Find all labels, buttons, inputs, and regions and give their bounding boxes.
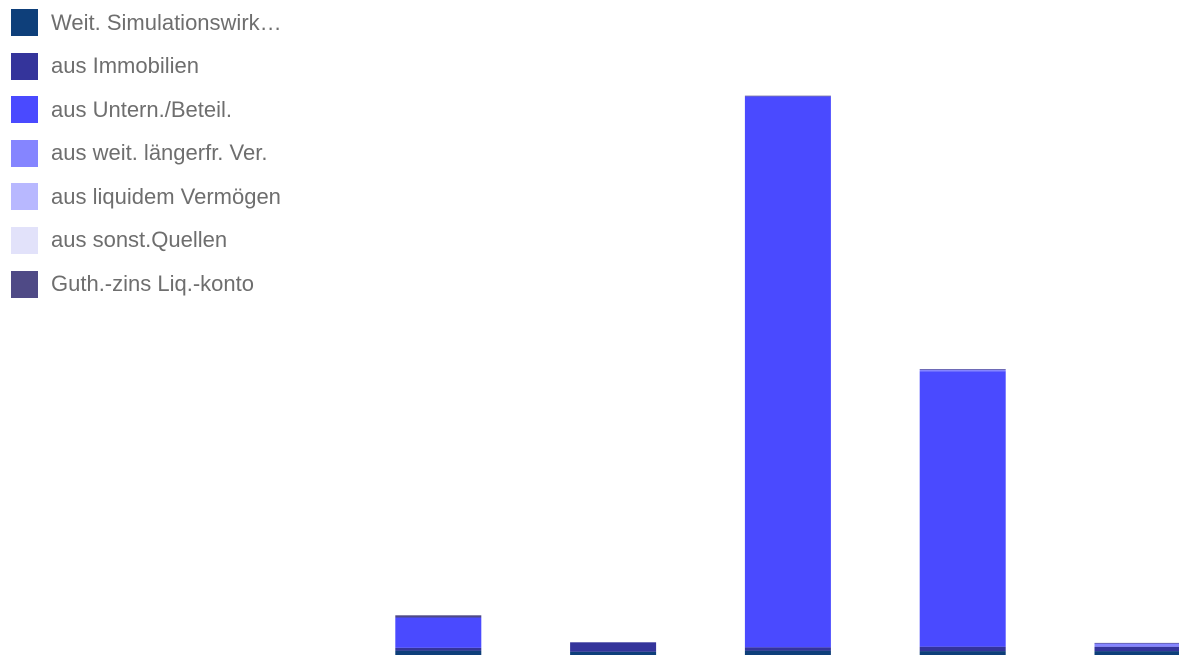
- bar-segment[interactable]: [1094, 642, 1179, 644]
- legend-label: aus weit. längerfr. Ver.: [51, 140, 268, 166]
- legend-item[interactable]: aus liquidem Vermögen: [11, 182, 282, 211]
- bar-segment[interactable]: [744, 647, 831, 651]
- bar-segment[interactable]: [1094, 643, 1179, 647]
- legend-swatch: [11, 139, 38, 167]
- bar-segment[interactable]: [395, 647, 482, 651]
- legend-swatch: [11, 96, 38, 124]
- bar-segment[interactable]: [919, 369, 1006, 370]
- legend-swatch: [11, 183, 38, 211]
- legend-item[interactable]: Guth.-zins Liq.-konto: [11, 270, 282, 299]
- legend-item[interactable]: aus sonst.Quellen: [11, 226, 282, 255]
- legend-label: aus Immobilien: [51, 53, 199, 79]
- bar-segment[interactable]: [570, 642, 657, 652]
- bar-segment[interactable]: [395, 615, 482, 618]
- bar-segment[interactable]: [744, 650, 831, 655]
- legend-label: aus sonst.Quellen: [51, 227, 228, 253]
- legend-swatch: [11, 9, 38, 36]
- legend-item[interactable]: aus Untern./Beteil.: [11, 95, 282, 124]
- bar-segment[interactable]: [395, 617, 482, 648]
- bar-segment[interactable]: [919, 651, 1006, 655]
- bar-segment[interactable]: [744, 96, 831, 648]
- bar-segment[interactable]: [1094, 646, 1179, 652]
- bar-segment[interactable]: [1094, 651, 1179, 655]
- chart-legend: Weit. Simulationswirk… aus Immobilien aus …: [11, 8, 282, 313]
- legend-swatch: [11, 52, 38, 80]
- legend-item[interactable]: aus weit. längerfr. Ver.: [11, 139, 282, 168]
- legend-label: aus Untern./Beteil.: [51, 96, 232, 122]
- legend-label: Weit. Simulationswirk…: [51, 9, 282, 35]
- legend-item[interactable]: Weit. Simulationswirk…: [11, 8, 282, 37]
- bar-segment[interactable]: [919, 646, 1006, 652]
- legend-label: aus liquidem Vermögen: [51, 183, 281, 209]
- bar-segment[interactable]: [744, 95, 831, 97]
- legend-label: Guth.-zins Liq.-konto: [51, 271, 254, 297]
- legend-swatch: [11, 270, 38, 298]
- bar-segment[interactable]: [919, 369, 1006, 372]
- legend-swatch: [11, 226, 38, 254]
- bar-segment[interactable]: [919, 371, 1006, 647]
- legend-item[interactable]: aus Immobilien: [11, 52, 282, 81]
- bar-segment[interactable]: [395, 650, 482, 655]
- bar-segment[interactable]: [570, 651, 657, 655]
